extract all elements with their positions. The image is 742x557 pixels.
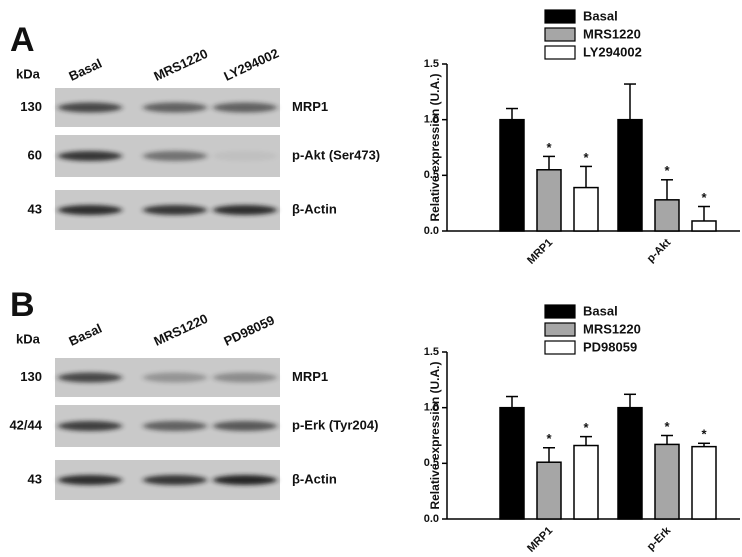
significance-mark: * [664,163,670,178]
size-label: 130 [20,369,42,384]
x-tick-label: MRP1 [525,525,555,555]
blot-band [143,205,207,215]
bar [654,199,680,232]
blot-band [213,205,277,215]
blot-band [143,151,207,161]
blot-band [213,372,277,383]
size-label: 43 [28,471,42,486]
blot-band [58,102,122,113]
legend-swatch [544,9,576,24]
blot-band [58,421,122,431]
blot-band [143,475,207,485]
legend-label: Basal [583,8,618,23]
size-label: 42/44 [9,417,42,432]
bar [536,169,562,232]
legend-swatch [544,340,576,355]
y-tick-label: 1.5 [424,58,439,70]
y-tick-label: 1.0 [424,114,439,126]
y-axis-label: Relative expression (U.A.) [428,73,442,221]
blot-band [213,102,277,113]
bar [617,118,643,232]
legend-label: LY294002 [583,44,642,59]
legend-label: MRS1220 [583,26,641,41]
blot-band [58,475,122,485]
legend-label: MRS1220 [583,321,641,336]
bar [691,445,717,520]
y-tick-label: 1.5 [424,346,439,358]
legend-swatch [544,27,576,42]
blot-band [213,421,277,431]
size-label: 43 [28,201,42,216]
legend-label: PD98059 [583,339,637,354]
row-name: β-Actin [292,471,337,486]
significance-mark: * [701,190,707,205]
bar [573,444,599,520]
blot-band [143,421,207,431]
row-name: MRP1 [292,99,328,114]
significance-mark: * [583,420,589,435]
lane-label: Basal [66,321,104,349]
y-axis-label: Relative expression (U.A.) [428,361,442,509]
row-name: p-Akt (Ser473) [292,147,380,162]
legend-swatch [544,45,576,60]
row-name: MRP1 [292,369,328,384]
lane-label: MRS1220 [151,311,210,349]
blot-band [143,102,207,113]
bar [573,186,599,232]
kda-label: kDa [16,331,41,346]
legend-label: Basal [583,303,618,318]
bar [499,118,525,232]
bar [691,220,717,232]
significance-mark: * [701,427,707,442]
bar [499,406,525,520]
row-name: β-Actin [292,201,337,216]
y-tick-label: 0.5 [424,457,439,469]
blot-band [58,151,122,161]
blot-band [213,151,277,161]
kda-label: kDa [16,66,41,81]
significance-mark: * [546,431,552,446]
x-tick-label: p-Akt [645,236,674,265]
legend-swatch [544,304,576,319]
bar [617,406,643,520]
bar [654,443,680,520]
lane-label: LY294002 [221,45,281,83]
lane-label: PD98059 [221,312,276,349]
x-tick-label: MRP1 [525,237,555,267]
lane-label: MRS1220 [151,46,210,84]
legend-swatch [544,322,576,337]
y-tick-label: 1.0 [424,402,439,414]
blot-band [143,372,207,383]
blot-band [58,205,122,215]
x-tick-label: p-Erk [645,524,674,553]
size-label: 130 [20,99,42,114]
y-tick-label: 0.0 [424,225,439,237]
panel-letter: A [10,21,35,59]
bar [536,461,562,520]
significance-mark: * [583,150,589,165]
row-name: p-Erk (Tyr204) [292,417,378,432]
significance-mark: * [546,140,552,155]
lane-label: Basal [66,56,104,84]
panel-letter: B [10,286,35,324]
significance-mark: * [664,419,670,434]
y-tick-label: 0.5 [424,169,439,181]
blot-band [213,475,277,485]
blot-band [58,372,122,383]
size-label: 60 [28,147,42,162]
y-tick-label: 0.0 [424,513,439,525]
